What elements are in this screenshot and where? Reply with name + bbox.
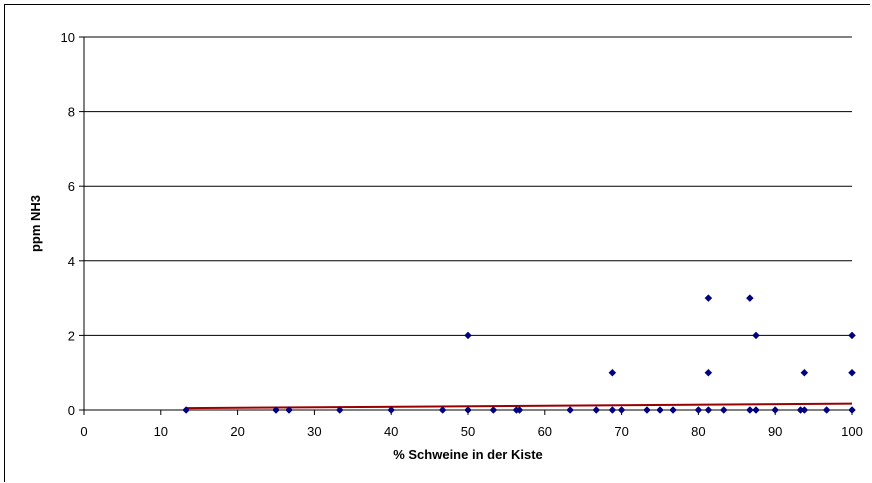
- data-point: [592, 406, 601, 414]
- data-point: [694, 406, 703, 414]
- data-point: [704, 368, 713, 377]
- data-point: [669, 406, 677, 414]
- data-point: [515, 406, 524, 414]
- data-point: [489, 406, 498, 414]
- grid-lines: [84, 36, 852, 336]
- x-tick-label: 90: [768, 424, 782, 439]
- data-point: [704, 294, 713, 302]
- data-point: [643, 406, 651, 414]
- y-tick-label: 4: [68, 254, 75, 269]
- y-tick-labels: 0 2 4 6 8 10: [61, 30, 75, 418]
- y-axis-label: ppm NH3: [28, 195, 43, 252]
- data-point: [719, 406, 728, 414]
- data-point: [566, 406, 574, 414]
- data-point: [182, 406, 190, 414]
- trendline-layer: [186, 402, 853, 410]
- data-point: [848, 368, 856, 377]
- x-tick-label: 40: [384, 424, 398, 439]
- data-point: [800, 368, 809, 377]
- y-tick-label: 10: [61, 30, 75, 45]
- data-point: [752, 331, 760, 340]
- chart-frame: [4, 4, 870, 482]
- data-point: [272, 406, 280, 414]
- data-point: [335, 406, 344, 414]
- y-tick-label: 0: [68, 403, 75, 418]
- data-point: [464, 406, 472, 414]
- x-tick-label: 60: [538, 424, 552, 439]
- data-point: [752, 406, 760, 414]
- x-tick-label: 80: [691, 424, 705, 439]
- x-tick-label: 10: [154, 424, 168, 439]
- x-tick-label: 50: [461, 424, 475, 439]
- x-tick-label: 70: [614, 424, 628, 439]
- x-tick-label: 30: [307, 424, 321, 439]
- trendline: [186, 402, 853, 410]
- data-point: [656, 406, 664, 414]
- x-tick-label: 20: [230, 424, 244, 439]
- y-tick-label: 2: [68, 328, 75, 343]
- data-point: [746, 406, 754, 414]
- data-point: [617, 406, 626, 414]
- y-tick-label: 6: [68, 179, 75, 194]
- data-point: [438, 406, 447, 414]
- data-point: [848, 406, 856, 414]
- data-point: [464, 331, 472, 340]
- data-point: [387, 406, 396, 414]
- x-tick-label: 100: [841, 424, 863, 439]
- y-tick-label: 8: [68, 105, 75, 120]
- axes: [79, 36, 853, 415]
- data-point: [285, 406, 293, 414]
- data-points: [182, 294, 856, 414]
- x-tick-label: 0: [80, 424, 87, 439]
- data-point: [608, 406, 617, 414]
- data-point: [771, 406, 780, 414]
- x-axis-label: % Schweine in der Kiste: [393, 447, 543, 462]
- data-point: [848, 331, 856, 340]
- data-point: [800, 406, 809, 414]
- x-tick-labels: 0 10 20 30 40 50 60 70 80 90 100: [80, 424, 862, 439]
- data-point: [608, 368, 617, 377]
- data-point: [746, 294, 754, 302]
- data-point: [704, 406, 713, 414]
- data-point: [822, 406, 831, 414]
